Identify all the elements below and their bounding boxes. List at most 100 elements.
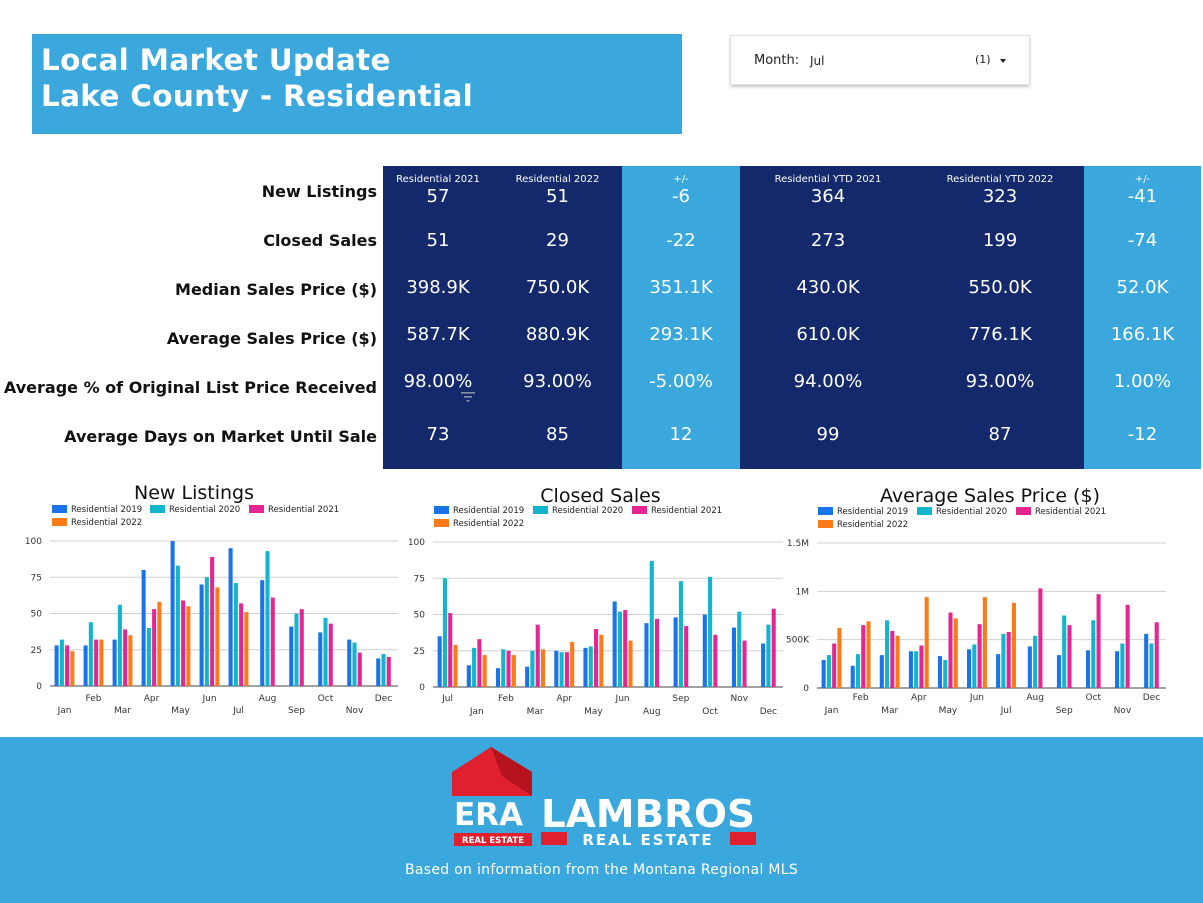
table-cell: 1.00% <box>1113 371 1172 392</box>
filter-icon[interactable] <box>461 392 475 402</box>
x-tick-label: Mar <box>881 706 898 716</box>
bar <box>186 606 191 686</box>
legend-label: Residential 2021 <box>268 505 340 515</box>
bar <box>924 597 929 688</box>
bar <box>628 640 633 687</box>
table-cell: 199 <box>982 230 1018 251</box>
bar <box>386 657 391 686</box>
x-tick-label: Jul <box>441 694 453 704</box>
table-cell: 364 <box>810 186 846 207</box>
table-column-ytd-2022: Residential YTD 2022 323 199 550.0K 776.… <box>916 166 1084 469</box>
x-tick-label: Feb <box>498 694 514 704</box>
legend-swatch <box>434 506 449 514</box>
legend-label: Residential 2019 <box>837 507 909 517</box>
logo-roof-shape <box>452 747 532 796</box>
legend-label: Residential 2022 <box>837 520 909 530</box>
bar <box>866 621 871 688</box>
y-tick-label: 500K <box>786 636 810 646</box>
bar <box>260 580 265 686</box>
legend-item: Residential 2021 <box>1016 507 1106 517</box>
bar <box>654 618 660 687</box>
legend-item: Residential 2022 <box>434 519 524 529</box>
bar <box>123 629 128 686</box>
bar <box>1033 635 1038 688</box>
table-cell: 73 <box>426 424 450 445</box>
x-tick-label: Apr <box>556 694 572 704</box>
legend-swatch <box>52 505 67 513</box>
bar <box>678 581 683 687</box>
y-tick-label: 25 <box>31 646 42 656</box>
table-cell: -5.00% <box>649 371 713 392</box>
bar <box>594 629 599 687</box>
bar <box>94 639 99 686</box>
x-tick-label: May <box>584 707 603 717</box>
legend-item: Residential 2020 <box>533 506 623 516</box>
column-header: Residential YTD 2022 <box>946 174 1054 185</box>
x-tick-label: Dec <box>375 694 392 704</box>
bar <box>821 659 826 688</box>
table-cell: 12 <box>669 424 693 445</box>
x-tick-label: Sep <box>672 694 689 704</box>
logo-bar-left <box>541 832 567 845</box>
legend-label: Residential 2022 <box>71 518 143 528</box>
x-tick-label: Jan <box>57 706 72 716</box>
bar <box>967 649 972 688</box>
column-header: +/- <box>1134 174 1151 185</box>
bar <box>564 652 569 687</box>
legend-item: Residential 2021 <box>249 505 339 515</box>
bar <box>850 665 855 688</box>
table-column-2021: Residential 2021 57 51 398.9K 587.7K 98.… <box>383 166 493 469</box>
bar <box>357 652 362 686</box>
table-cell: -74 <box>1127 230 1158 251</box>
x-tick-label: Oct <box>702 707 718 717</box>
table-cell: 776.1K <box>968 324 1032 345</box>
report-subtitle: Lake County - Residential <box>41 79 474 113</box>
bar <box>265 551 270 686</box>
legend-item: Residential 2021 <box>632 506 722 516</box>
bar <box>453 644 458 687</box>
bar <box>170 541 175 686</box>
logo-era-text: ERA <box>454 797 523 833</box>
table-cell: 293.1K <box>649 324 713 345</box>
month-filter-dropdown[interactable]: Month: Jul (1) <box>730 35 1030 85</box>
table-cell: 57 <box>426 186 450 207</box>
table-cell: 587.7K <box>406 324 470 345</box>
bar <box>289 626 294 686</box>
bar <box>623 610 628 687</box>
bar <box>244 612 249 686</box>
bar <box>199 584 204 686</box>
table-cell: 398.9K <box>406 277 470 298</box>
table-cell: 87 <box>988 424 1012 445</box>
table-cell: 51 <box>426 230 450 251</box>
bar <box>1027 646 1032 688</box>
bar <box>937 656 943 688</box>
bar <box>570 642 575 687</box>
row-label-average-price: Average Sales Price ($) <box>166 329 377 348</box>
bar <box>204 577 209 686</box>
x-tick-label: May <box>171 706 190 716</box>
y-tick-label: 50 <box>414 611 426 621</box>
legend-label: Residential 2021 <box>651 506 723 516</box>
table-cell: -6 <box>672 186 690 207</box>
legend-item: Residential 2020 <box>917 507 1007 517</box>
chevron-down-icon[interactable] <box>1000 59 1006 63</box>
bar <box>181 600 186 686</box>
legend-swatch <box>632 506 647 514</box>
logo-era-bar <box>454 833 532 846</box>
month-filter-label: Month: <box>754 53 800 68</box>
new-listings-plot: 0 25 50 75 100 Jan Feb Mar Apr May Jun Jul Aug Sep Oct… <box>25 537 398 716</box>
bar <box>175 565 180 686</box>
bar <box>766 624 771 687</box>
x-tick-label: Oct <box>1086 693 1102 703</box>
bar <box>228 548 233 686</box>
x-tick-label: Mar <box>114 706 131 716</box>
logo-era-subtext: REAL ESTATE <box>462 836 524 846</box>
bar <box>472 647 477 687</box>
bar <box>442 578 447 687</box>
x-tick-label: Apr <box>144 694 160 704</box>
bar <box>684 626 689 687</box>
bar <box>482 655 487 687</box>
y-tick-label: 100 <box>408 538 425 548</box>
bar <box>1125 604 1130 688</box>
legend-swatch <box>434 519 449 527</box>
